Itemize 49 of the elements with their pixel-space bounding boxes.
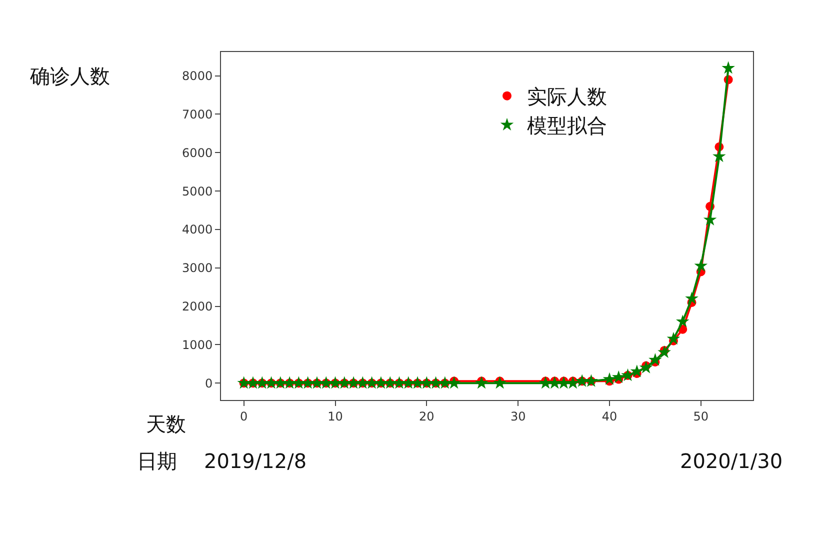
- point: [685, 292, 698, 304]
- point: [365, 376, 378, 389]
- y-tick-label: 8000: [182, 69, 213, 84]
- point: [621, 368, 634, 382]
- point: [301, 376, 314, 389]
- x-tick-label: 0: [240, 409, 248, 424]
- legend-label: 模型拟合: [527, 114, 607, 138]
- text: 2020/1/30: [680, 449, 783, 473]
- y-tick-label: 5000: [182, 184, 213, 198]
- point: [639, 360, 653, 374]
- point: [722, 61, 735, 74]
- y-tick-label: 0: [204, 376, 213, 390]
- point: [264, 376, 278, 389]
- point: [676, 314, 690, 328]
- point: [420, 376, 434, 389]
- text: 2019/12/8: [204, 449, 307, 473]
- x-tick-label: 20: [419, 409, 434, 424]
- point: [703, 212, 717, 226]
- point: [584, 374, 598, 387]
- text: 日期: [137, 449, 177, 473]
- x-axis-title: 天数: [146, 412, 186, 436]
- x-tick-label: 10: [328, 409, 343, 424]
- point: [493, 376, 506, 389]
- point: [666, 332, 680, 345]
- legend-label: 实际人数: [527, 84, 607, 109]
- point: [474, 376, 488, 389]
- point: [328, 376, 342, 389]
- y-tick-label: 6000: [182, 146, 213, 160]
- point: [292, 376, 306, 389]
- x-tick-label: 30: [510, 409, 526, 424]
- y-tick-label: 1000: [182, 338, 213, 352]
- y-tick-label: 3000: [182, 261, 213, 276]
- point: [356, 376, 370, 389]
- point: [612, 370, 626, 383]
- point: [648, 353, 662, 366]
- x-tick-label: 50: [693, 409, 709, 424]
- y-tick-label: 7000: [182, 107, 213, 122]
- point: [694, 258, 708, 272]
- y-tick-label: 4000: [182, 222, 213, 237]
- text: 确诊人数: [29, 64, 110, 88]
- point: [658, 345, 671, 358]
- x-tick-label: 40: [602, 409, 618, 424]
- y-tick-label: 2000: [182, 299, 213, 314]
- point: [712, 149, 726, 162]
- point: [429, 376, 442, 389]
- point: [602, 372, 616, 385]
- point: [630, 364, 644, 378]
- point: [557, 376, 570, 389]
- point: [392, 376, 406, 389]
